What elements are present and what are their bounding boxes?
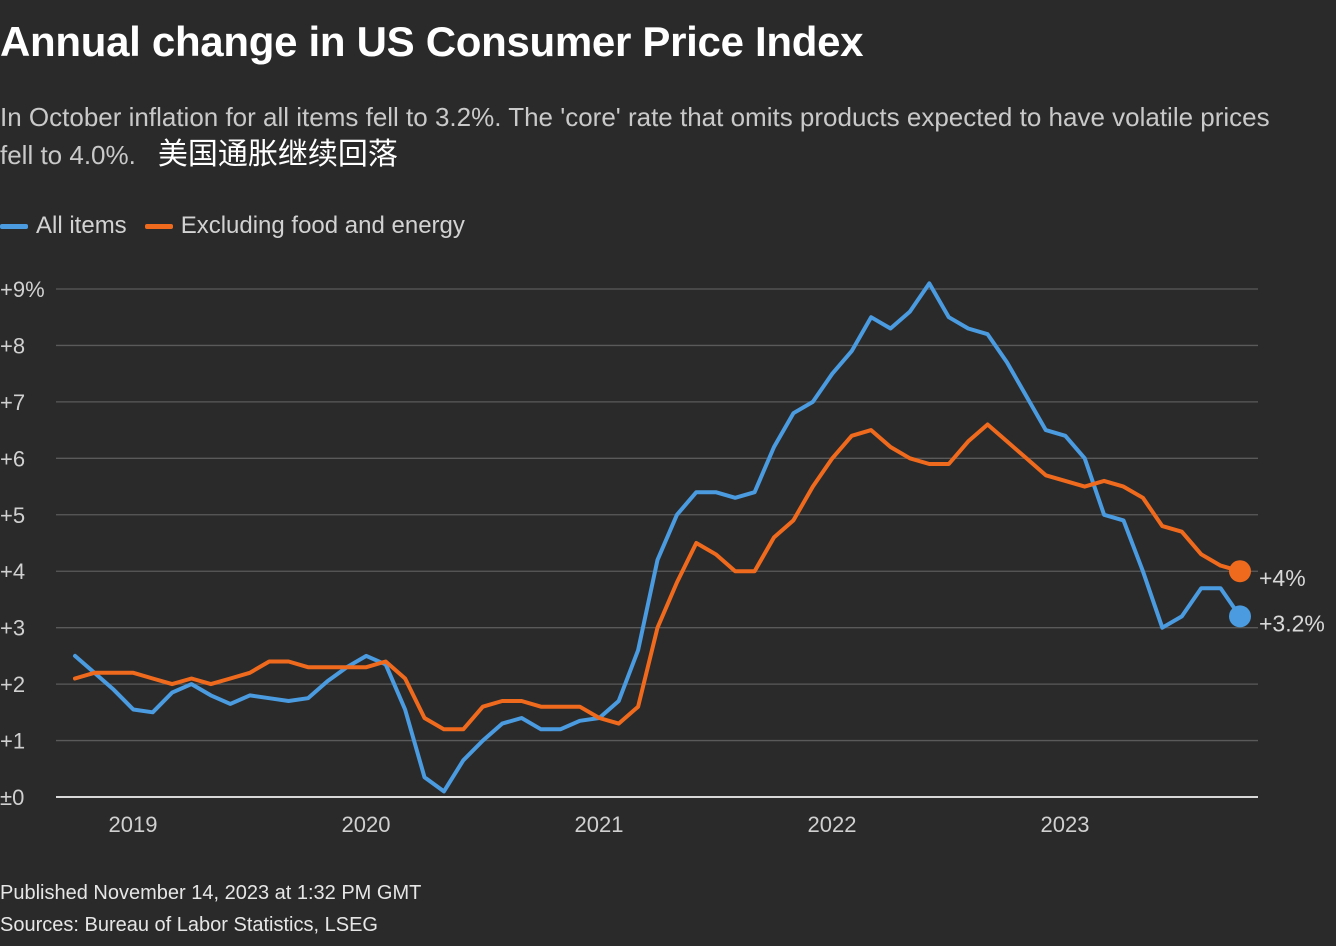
legend-item-core: Excluding food and energy: [144, 212, 465, 240]
series-line-core: [73, 422, 1242, 732]
y-tick-label: +2: [0, 672, 25, 697]
legend-label-all-items: All items: [36, 212, 127, 239]
legend-label-core: Excluding food and energy: [180, 212, 465, 239]
chart-legend: All items Excluding food and energy: [0, 212, 483, 240]
axis-layer: ±0 +1 +2 +3 +4 +5 +6 +7 +8 +9% 2019 2020 2021 2022 202…: [0, 277, 1089, 837]
end-label-all-items: +3.2%: [1259, 610, 1325, 636]
x-tick-label: 2019: [109, 812, 158, 837]
subtitle-line-1: In October inflation for all items fell …: [0, 102, 1270, 132]
sources-note: Sources: Bureau of Labor Statistics, LSE…: [0, 914, 378, 936]
y-tick-label: ±0: [0, 785, 24, 810]
legend-item-all-items: All items: [0, 212, 127, 240]
y-tick-label: +5: [0, 503, 25, 528]
chinese-annotation: 美国通胀继续回落: [157, 137, 398, 172]
x-tick-label: 2022: [808, 812, 857, 837]
y-tick-label: +7: [0, 390, 25, 415]
legend-swatch-core: [144, 223, 173, 229]
legend-swatch-all-items: [0, 223, 28, 229]
y-tick-label: +8: [0, 333, 25, 358]
chart-title: Annual change in US Consumer Price Index: [0, 18, 864, 65]
x-tick-label: 2023: [1041, 812, 1090, 837]
y-tick-label: +1: [0, 729, 25, 754]
grid-layer: [56, 288, 1258, 798]
y-tick-label: +9%: [0, 277, 45, 302]
x-tick-label: 2020: [342, 812, 391, 837]
end-label-core: +4%: [1259, 565, 1306, 591]
end-marker-all-items: [1229, 605, 1251, 628]
series-line-all-items: [73, 281, 1242, 794]
label-layer: +3.2% +4%: [1259, 565, 1325, 636]
cpi-line-chart: ±0 +1 +2 +3 +4 +5 +6 +7 +8 +9% 2019 2020 2021 2022 202…: [0, 277, 1325, 837]
published-note: Published November 14, 2023 at 1:32 PM G…: [0, 882, 422, 904]
y-tick-label: +6: [0, 446, 25, 471]
end-marker-core: [1229, 560, 1251, 583]
y-tick-label: +3: [0, 616, 25, 641]
x-tick-label: 2021: [575, 812, 624, 837]
subtitle-line-2: fell to 4.0%.: [0, 140, 136, 170]
series-layer: [73, 281, 1251, 794]
y-tick-label: +4: [0, 559, 25, 584]
chart-subtitle: In October inflation for all items fell …: [0, 98, 1336, 174]
